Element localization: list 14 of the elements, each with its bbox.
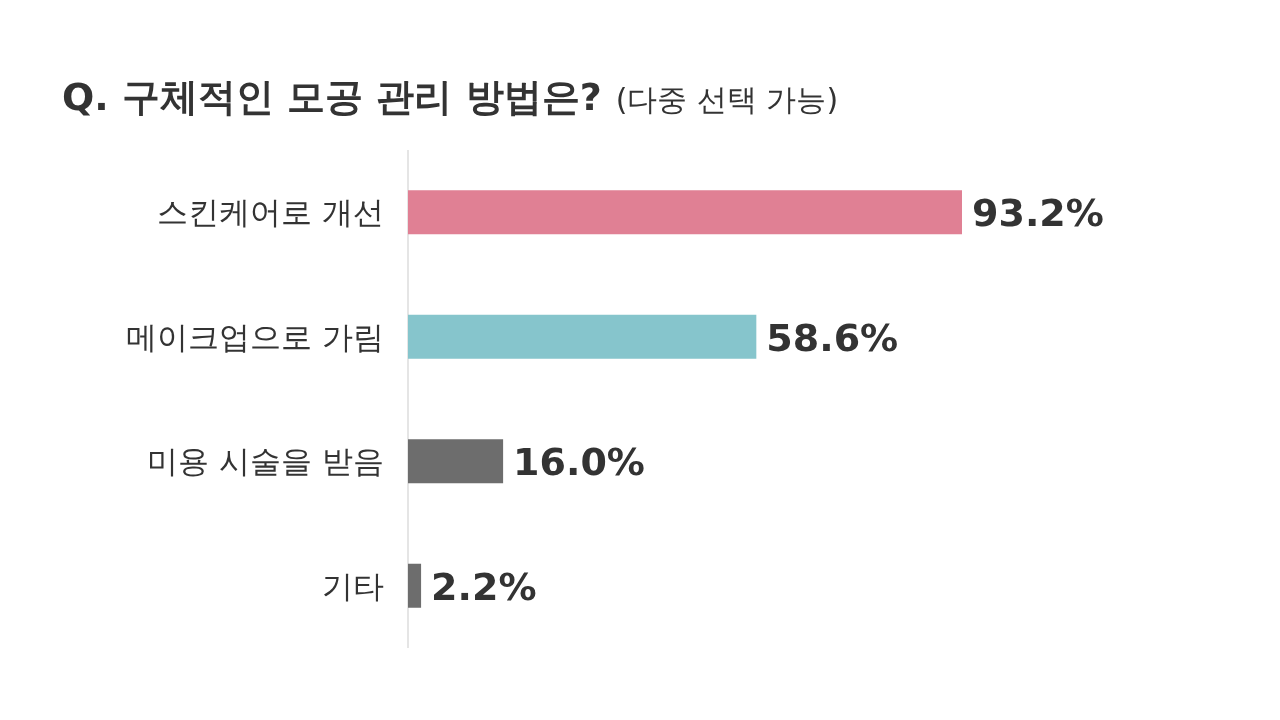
y-tick-label: 메이크업으로 가림 xyxy=(126,318,384,355)
chart-subtitle: (다중 선택 가능) xyxy=(615,82,839,117)
y-tick-label: 스킨케어로 개선 xyxy=(157,194,384,231)
chart-title: Q. 구체적인 모공 관리 방법은? xyxy=(62,75,602,119)
bar xyxy=(408,314,757,359)
data-label: 58.6% xyxy=(766,315,899,360)
data-label: 93.2% xyxy=(972,191,1104,236)
bar xyxy=(408,563,422,608)
y-tick-label: 미용 시술을 받음 xyxy=(147,443,384,480)
data-label: 2.2% xyxy=(431,564,537,609)
y-tick-label: 기타 xyxy=(322,567,384,604)
bar xyxy=(408,190,962,235)
bar xyxy=(408,439,504,484)
data-label: 16.0% xyxy=(513,440,645,485)
